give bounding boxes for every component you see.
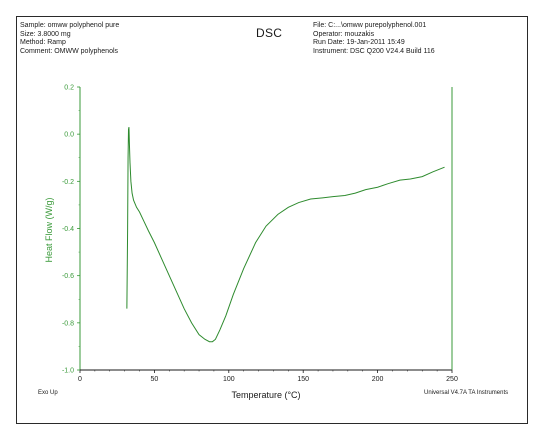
y-tick-label: 0.0 xyxy=(64,132,74,139)
y-tick-label: -1.0 xyxy=(62,368,74,375)
software-version-label: Universal V4.7A TA Instruments xyxy=(424,390,509,396)
sample-line: Sample: omww polyphenol pure xyxy=(20,22,120,29)
y-tick-label: -0.2 xyxy=(62,179,74,186)
y-tick-label: -0.6 xyxy=(62,273,74,280)
sample-info-block: Sample: omww polyphenol pure Size: 3.800… xyxy=(20,22,119,56)
heat-flow-curve xyxy=(126,126,445,343)
x-ticks: 0 50 100 150 200 250 xyxy=(78,370,458,383)
y-tick-label: 0.2 xyxy=(64,85,74,92)
y-ticks: 0.2 0.0 -0.2 -0.4 -0.6 -0.8 -1.0 xyxy=(62,85,80,375)
operator-line: Operator: mouzakis xyxy=(313,30,375,38)
size-line: Size: 3.8000 mg xyxy=(20,30,71,38)
x-tick-label: 50 xyxy=(151,376,159,383)
run-info-block: File: C:...\omww purepolyphenol.001 Oper… xyxy=(313,22,435,56)
y-tick-label: -0.8 xyxy=(62,320,74,327)
x-tick-label: 150 xyxy=(297,376,309,383)
x-axis-label: Temperature (°C) xyxy=(231,390,300,400)
x-tick-label: 100 xyxy=(223,376,235,383)
exo-up-label: Exo Up xyxy=(38,390,58,396)
x-tick-label: 200 xyxy=(372,376,384,383)
file-line: File: C:...\omww purepolyphenol.001 xyxy=(313,22,427,29)
plot-axes xyxy=(79,87,453,371)
x-tick-label: 250 xyxy=(446,376,458,383)
comment-line: Comment: OMWW polyphenols xyxy=(20,47,119,55)
run-date-line: Run Date: 19-Jan-2011 15:49 xyxy=(313,39,405,47)
y-axis-label: Heat Flow (W/g) xyxy=(44,197,54,262)
y-tick-label: -0.4 xyxy=(62,226,74,233)
instrument-line: Instrument: DSC Q200 V24.4 Build 116 xyxy=(313,47,435,55)
method-line: Method: Ramp xyxy=(20,39,66,47)
chart-title: DSC xyxy=(256,26,283,40)
x-tick-label: 0 xyxy=(78,376,82,383)
